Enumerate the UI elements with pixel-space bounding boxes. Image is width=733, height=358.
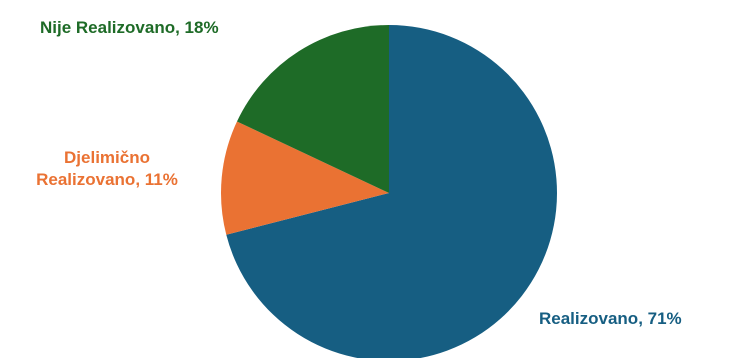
- slice-label-line: Realizovano, 11%: [36, 170, 178, 189]
- slice-label-nije-realizovano: Nije Realizovano, 18%: [40, 18, 219, 37]
- slice-nije-realizovano: [236, 25, 389, 193]
- slice-label-realizovano: Realizovano, 71%: [539, 309, 682, 328]
- slice-djelimicno-realizovano: [221, 121, 389, 235]
- slice-realizovano: [226, 25, 557, 358]
- slice-label-line: Djelimično: [64, 148, 150, 167]
- slice-label-djelimicno-realizovano: Djelimično Realizovano, 11%: [0, 147, 214, 191]
